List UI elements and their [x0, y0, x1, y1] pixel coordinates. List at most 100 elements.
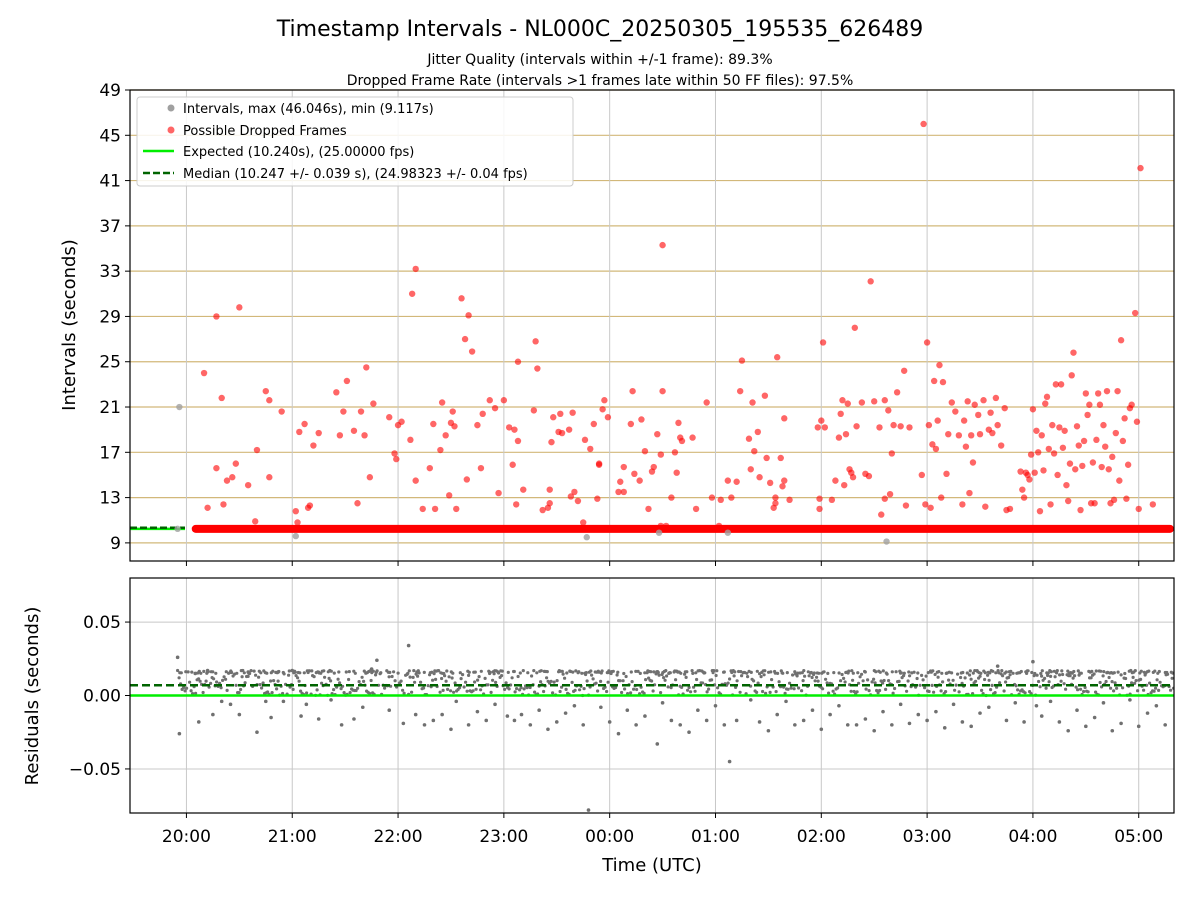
- residual-point-46: [572, 703, 577, 708]
- residual-band-point-523: [715, 669, 719, 673]
- residual-band-point-636: [839, 679, 843, 683]
- residual-band-point-225: [410, 690, 414, 694]
- residual-band-point-326: [515, 687, 519, 691]
- dropped-frame-point-63: [477, 464, 485, 472]
- residual-band-point-448: [642, 691, 646, 696]
- residual-band-point-13: [190, 670, 194, 674]
- residual-band-point-9: [185, 686, 189, 690]
- residual-point-78: [854, 723, 859, 727]
- residual-point-9: [246, 670, 250, 674]
- residual-band-point-564: [761, 689, 765, 694]
- residual-band-point-64: [243, 681, 247, 685]
- residual-band-point-889: [1099, 669, 1103, 673]
- residual-band-point-597: [797, 686, 801, 690]
- residual-band-point-870: [1079, 671, 1083, 675]
- dropped-frame-point-142: [749, 399, 756, 406]
- residual-band-point-109: [291, 687, 295, 692]
- dropped-frame-point-97: [594, 495, 601, 502]
- residual-band-point-753: [968, 669, 972, 673]
- residual-band-point-623: [822, 670, 826, 674]
- residual-band-point-626: [826, 671, 830, 676]
- dropped-frame-point-156: [781, 415, 788, 422]
- residual-point-67: [757, 720, 762, 724]
- residual-band-point-924: [1133, 669, 1137, 673]
- residual-band-point-464: [656, 670, 660, 675]
- residual-band-point-814: [1025, 671, 1029, 676]
- interval-point-4: [655, 529, 663, 536]
- residual-band-point-472: [664, 669, 668, 673]
- residual-band-point-562: [759, 675, 763, 679]
- residual-point-24: [375, 658, 379, 663]
- residual-point-113: [1154, 703, 1159, 708]
- residual-band-point-607: [807, 674, 811, 678]
- residual-band-point-637: [840, 672, 844, 677]
- dropped-frame-point-22: [306, 502, 314, 509]
- residual-band-point-825: [1037, 679, 1041, 684]
- residual-band-point-793: [1004, 670, 1008, 674]
- legend-label-expected: Expected (10.240s), (25.00000 fps): [183, 145, 414, 160]
- dropped-frame-point-18: [294, 519, 301, 526]
- residual-band-point-720: [932, 690, 936, 694]
- residual-point-17: [304, 702, 309, 707]
- dropped-frame-point-222: [976, 430, 984, 438]
- residual-band-point-798: [1009, 669, 1013, 674]
- dropped-frame-point-81: [546, 486, 553, 493]
- residual-band-point-252: [437, 669, 441, 673]
- dropped-frame-point-132: [708, 494, 716, 501]
- residual-band-point-341: [532, 669, 536, 673]
- residual-band-point-173: [353, 671, 357, 675]
- dropped-frame-point-24: [315, 429, 322, 437]
- residual-band-point-54: [234, 683, 238, 687]
- residual-point-31: [440, 712, 444, 717]
- residual-band-point-925: [1134, 679, 1138, 683]
- residual-band-point-905: [1113, 681, 1117, 685]
- dropped-frame-point-255: [1052, 381, 1060, 388]
- residual-band-point-330: [519, 686, 523, 690]
- residual-band-point-694: [902, 671, 906, 675]
- residual-band-point-545: [740, 674, 744, 678]
- residual-point-57: [669, 718, 674, 723]
- residual-band-point-698: [907, 670, 911, 674]
- residual-band-point-304: [492, 672, 496, 676]
- residual-point-60: [696, 708, 700, 712]
- dropped-frame-point-47: [430, 420, 437, 428]
- residual-band-point-25: [202, 669, 206, 674]
- residual-band-point-659: [864, 687, 868, 691]
- dropped-frame-point-64: [479, 410, 486, 418]
- residual-band-point-752: [968, 673, 972, 677]
- residual-band-point-208: [388, 670, 392, 675]
- dropped-frame-point-33: [363, 364, 370, 371]
- intervals-y-ticks: 9 13 17 21 25 29 33 37 41 45 49: [99, 81, 130, 554]
- dropped-frame-point-293: [1119, 437, 1127, 445]
- dropped-frame-point-144: [754, 428, 762, 436]
- dropped-frame-point-210: [948, 399, 955, 406]
- residual-band-point-207: [387, 675, 391, 679]
- residual-point-95: [1004, 718, 1009, 723]
- residual-band-point-655: [860, 672, 864, 676]
- dropped-frame-point-234: [1006, 505, 1014, 513]
- residual-band-point-160: [339, 687, 343, 691]
- dropped-frame-point-288: [1110, 496, 1118, 504]
- dropped-frame-point-274: [1086, 401, 1093, 408]
- dropped-frame-point-104: [617, 478, 624, 485]
- residual-band-point-129: [310, 669, 314, 673]
- residual-band-point-944: [1152, 689, 1156, 693]
- dropped-frame-point-219: [969, 459, 977, 466]
- residual-band-point-577: [774, 690, 778, 694]
- residual-band-point-449: [643, 671, 647, 675]
- dropped-frame-point-89: [567, 493, 575, 500]
- dropped-frame-point-256: [1054, 471, 1061, 479]
- residuals-x-ticks: 20:00 21:00 22:00 23:00 00:00 01:00 02:00 03:00…: [162, 813, 1163, 847]
- residual-point-18: [316, 717, 321, 721]
- residual-band-point-543: [738, 690, 742, 694]
- residual-band-point-862: [1072, 669, 1076, 674]
- residual-point-74: [819, 727, 824, 732]
- intervals-ytick-label-1: 13: [99, 489, 121, 509]
- residual-point-10: [255, 730, 259, 735]
- residual-band-point-22: [199, 671, 203, 675]
- intervals-legend: Intervals, max (46.046s), min (9.117s) P…: [136, 96, 574, 187]
- intervals-ytick-label-0: 9: [110, 534, 121, 554]
- dropped-frame-point-116: [654, 430, 661, 438]
- residual-band-point-892: [1102, 670, 1106, 674]
- residual-band-point-290: [477, 675, 481, 679]
